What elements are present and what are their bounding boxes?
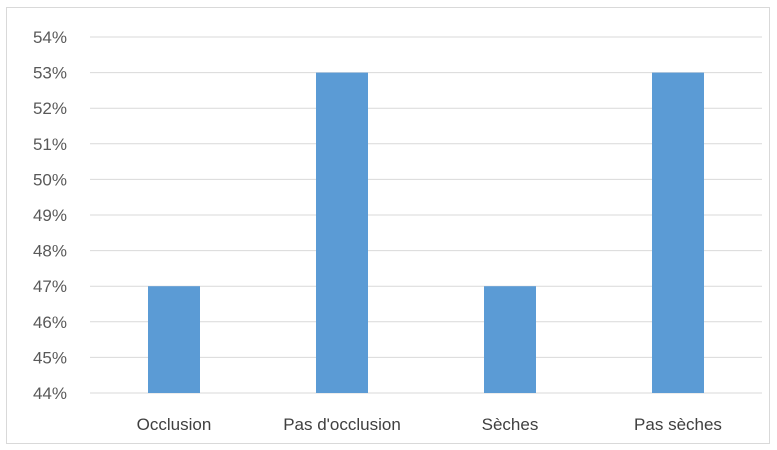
x-axis-categories: Occlusion Pas d'occlusion Sèches Pas sèches [137, 415, 722, 434]
y-tick-label: 45% [33, 348, 67, 367]
y-tick-label: 53% [33, 64, 67, 83]
y-tick-label: 51% [33, 135, 67, 154]
y-axis-ticks: 44% 45% 46% 47% 48% 49% 50% 51% 52% 53% 54% [33, 28, 67, 403]
y-tick-label: 46% [33, 313, 67, 332]
bar-0 [148, 286, 200, 393]
gridlines [90, 36, 762, 394]
x-category-label: Pas d'occlusion [283, 415, 401, 434]
y-tick-label: 52% [33, 99, 67, 118]
y-tick-label: 47% [33, 277, 67, 296]
y-tick-label: 49% [33, 206, 67, 225]
bar-3 [652, 72, 704, 393]
y-tick-label: 54% [33, 28, 67, 47]
y-tick-label: 50% [33, 170, 67, 189]
bar-1 [316, 72, 368, 393]
y-tick-label: 48% [33, 242, 67, 261]
bar-2 [484, 286, 536, 393]
x-category-label: Occlusion [137, 415, 212, 434]
y-tick-label: 44% [33, 384, 67, 403]
x-category-label: Sèches [482, 415, 539, 434]
bars [148, 72, 704, 393]
chart-frame [6, 7, 770, 444]
x-category-label: Pas sèches [634, 415, 722, 434]
